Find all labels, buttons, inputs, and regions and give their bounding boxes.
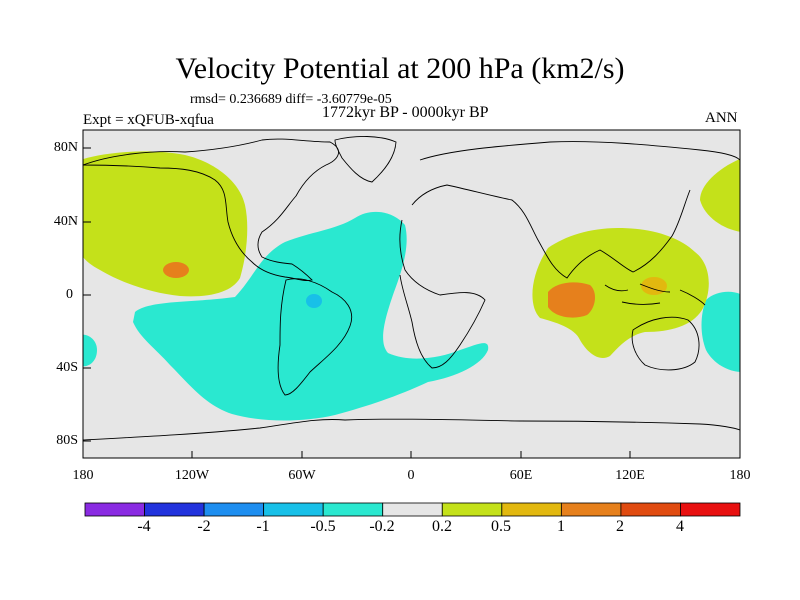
stats-text: rmsd= 0.236689 diff= -3.60779e-05	[190, 92, 392, 107]
lon-label-120e: 120E	[615, 468, 645, 483]
colorbar-swatch	[501, 502, 562, 517]
negative-anomaly-amazon-core	[306, 294, 322, 308]
negative-anomaly-atlantic-south-america	[133, 211, 489, 421]
colorbar-label: 2	[616, 518, 624, 535]
lon-label-60w: 60W	[288, 468, 316, 483]
colorbar-swatch	[680, 502, 741, 517]
positive-anomaly-indian-ocean	[532, 228, 709, 359]
positive-anomaly-north-pacific	[83, 151, 248, 297]
colorbar-label: -2	[197, 518, 211, 535]
chart-title: Velocity Potential at 200 hPa (km2/s)	[175, 52, 625, 85]
eurasia-africa-coast	[399, 141, 740, 369]
period-text: 1772kyr BP - 0000kyr BP	[322, 104, 489, 121]
colorbar-swatch	[263, 502, 324, 517]
colorbar-swatch	[322, 502, 384, 517]
colorbar-swatch	[144, 502, 205, 517]
lat-label-80n: 80N	[53, 140, 78, 155]
experiment-label: Expt = xQFUB-xqfua	[83, 112, 214, 128]
coastlines	[83, 136, 740, 441]
colorbar-swatch	[382, 502, 443, 517]
colorbar-label: -1	[256, 518, 270, 535]
positive-anomaly-northeast-corner	[700, 158, 740, 232]
colorbar-swatch	[203, 502, 265, 517]
colorbar-swatch	[441, 502, 503, 517]
antarctica-coast	[83, 418, 740, 441]
lat-label-0: 0	[66, 287, 73, 302]
colorbar-label: -0.5	[310, 518, 336, 535]
colorbar	[84, 502, 741, 517]
colorbar-label: 4	[676, 518, 684, 535]
positive-anomaly-indian-core	[548, 282, 596, 318]
colorbar-label: 1	[557, 518, 565, 535]
season-label: ANN	[705, 110, 738, 126]
colorbar-swatch	[620, 502, 681, 517]
south-america-coast	[277, 278, 352, 396]
map-panel	[82, 129, 741, 459]
lat-label-80s: 80S	[56, 433, 78, 448]
north-america-coast	[83, 138, 339, 281]
lat-label-40n: 40N	[53, 214, 78, 229]
colorbar-swatch	[84, 502, 145, 517]
positive-anomaly-pacific-core	[163, 262, 189, 278]
colorbar-label: 0.2	[432, 518, 452, 535]
lon-label-180e: 180	[729, 468, 751, 483]
axis-ticks	[82, 147, 741, 458]
colorbar-label: -4	[137, 518, 151, 535]
lon-label-180w: 180	[72, 468, 94, 483]
lon-label-60e: 60E	[509, 468, 533, 483]
colorbar-label: -0.2	[369, 518, 395, 535]
australia-coast	[631, 316, 700, 371]
lon-label-0: 0	[407, 468, 415, 483]
negative-anomaly-west-pacific	[701, 291, 740, 372]
greenland-coast	[334, 136, 397, 183]
colorbar-label: 0.5	[491, 518, 511, 535]
negative-anomaly-east-pacific-edge	[83, 334, 97, 367]
southeast-asia-islands	[604, 283, 706, 306]
lon-label-120w: 120W	[174, 468, 210, 483]
colorbar-swatch	[560, 502, 622, 517]
lat-label-40s: 40S	[56, 360, 78, 375]
